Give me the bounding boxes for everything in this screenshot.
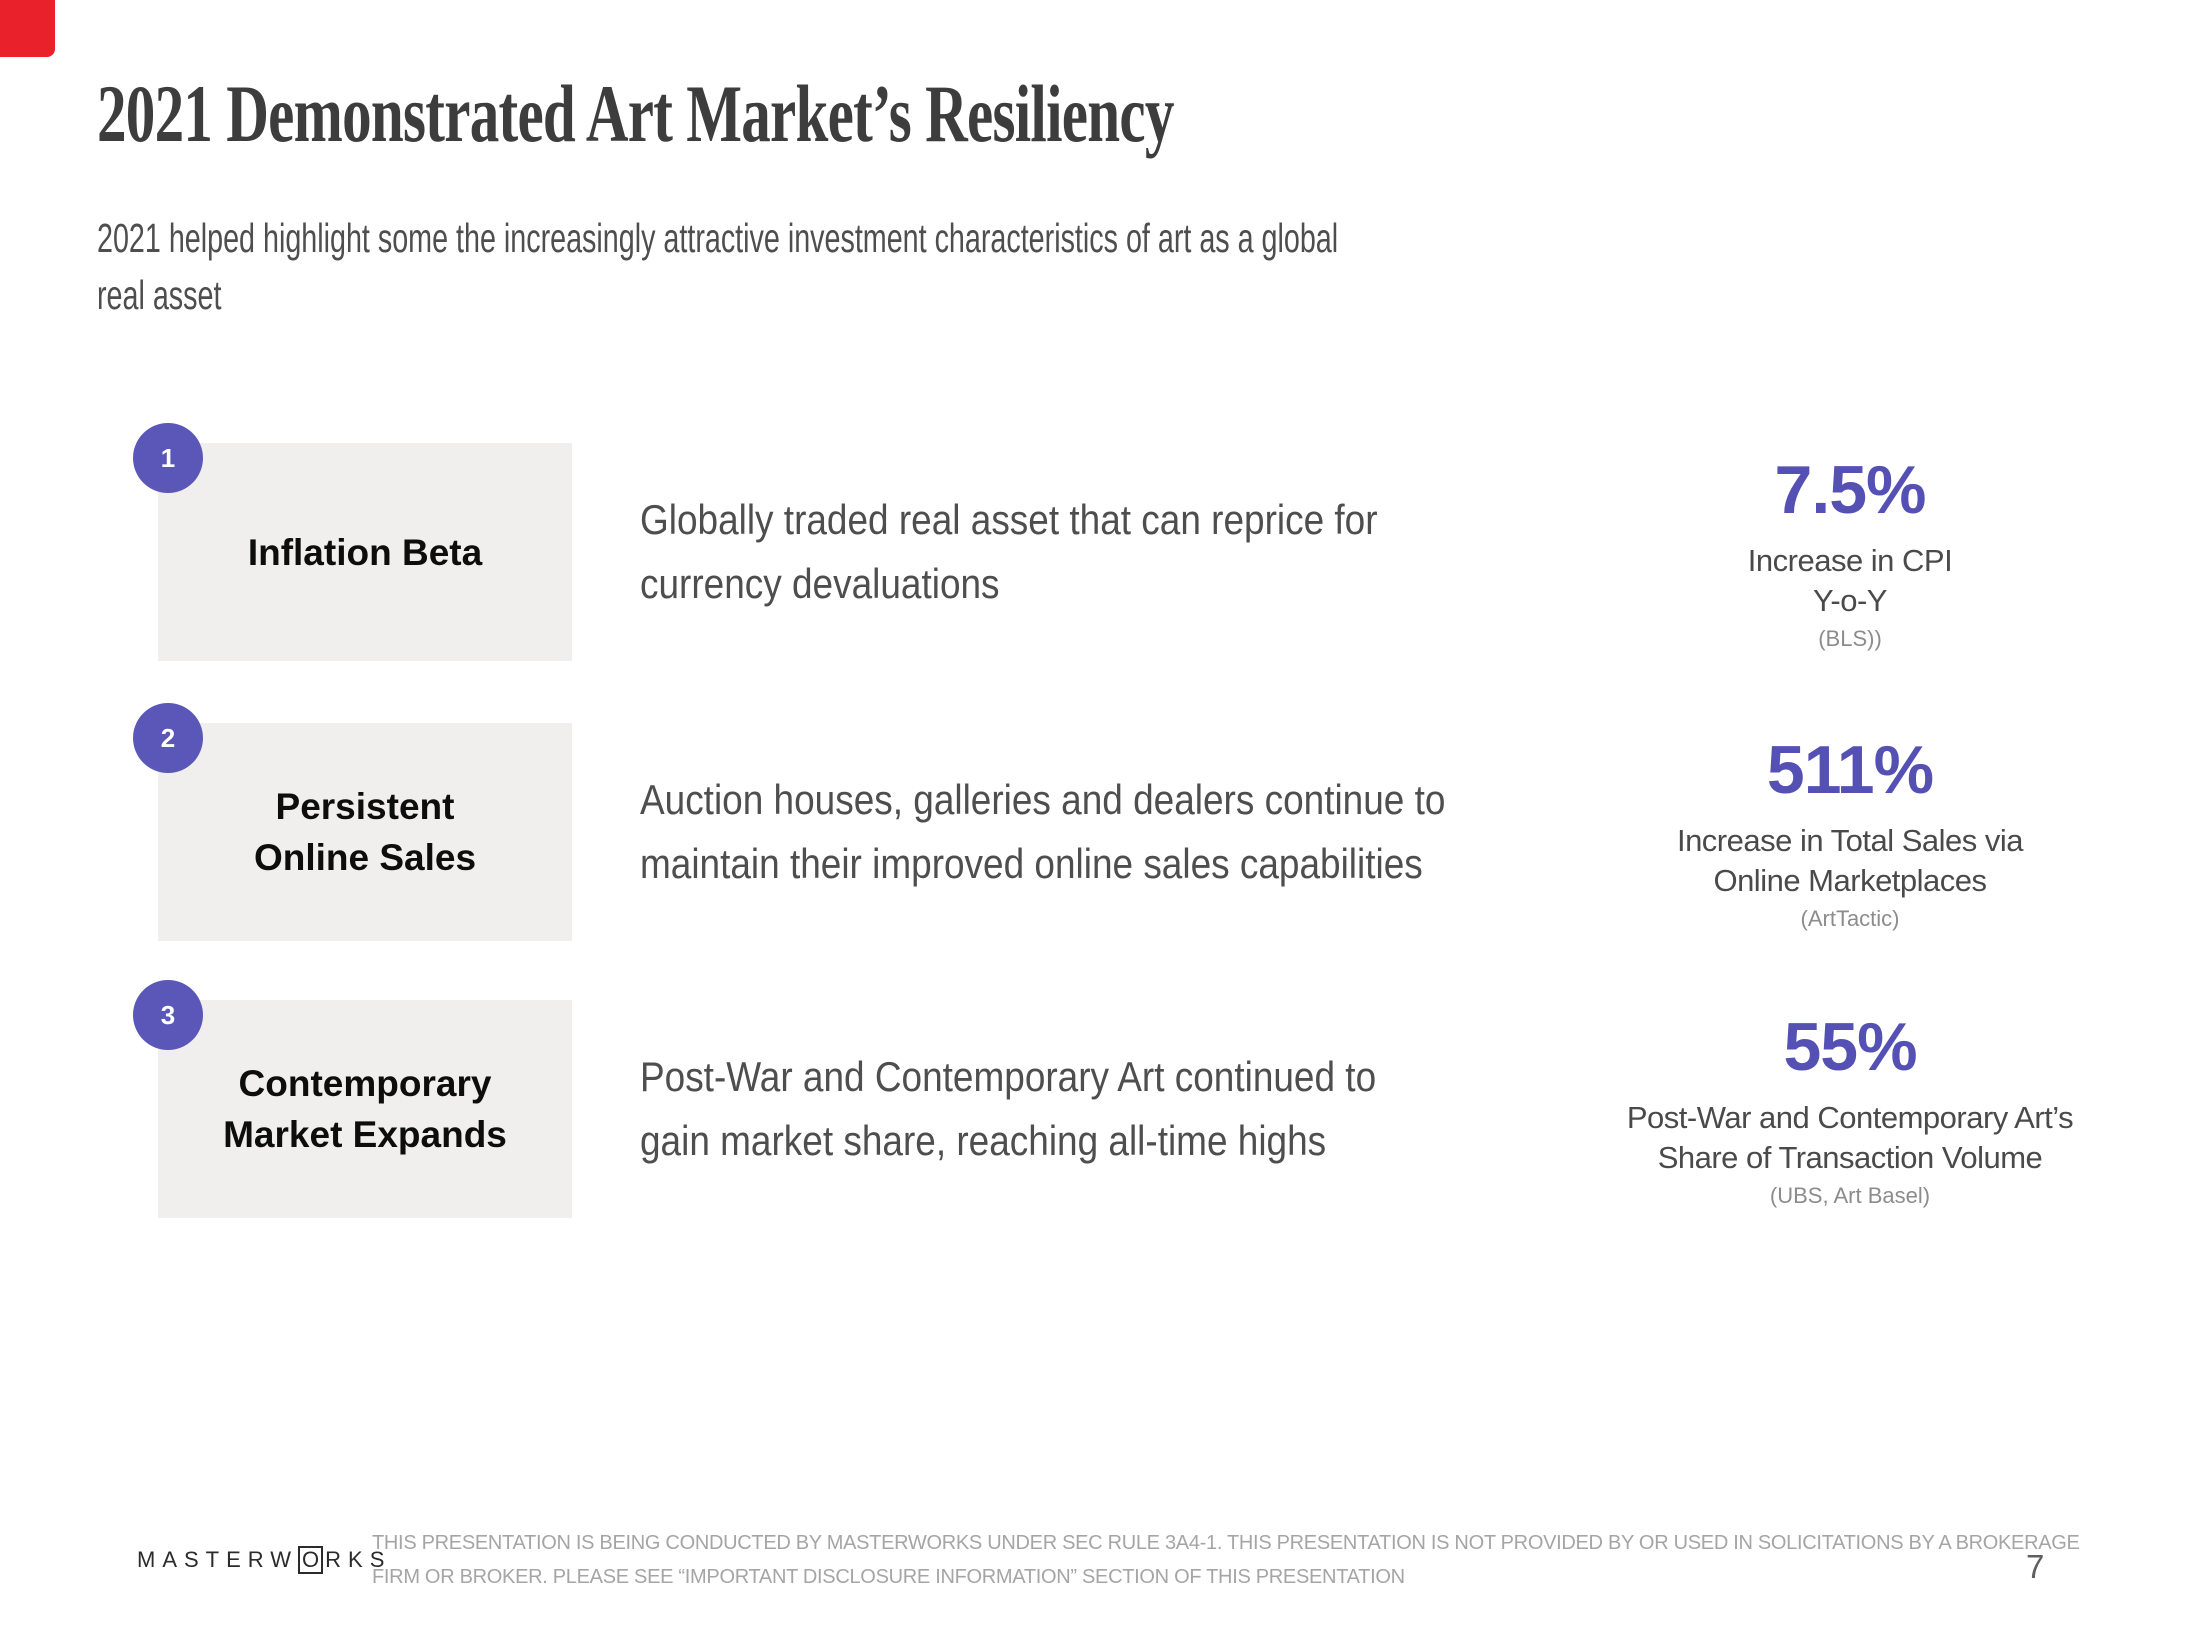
- number-badge: 2: [133, 703, 203, 773]
- page-number: 7: [2026, 1548, 2045, 1585]
- topic-card-title-line: Online Sales: [253, 837, 477, 878]
- topic-card-title-line: Persistent: [275, 786, 455, 827]
- topic-card: Contemporary Market Expands: [158, 1000, 572, 1218]
- slide-subtitle: 2021 helped highlight some the increasin…: [97, 210, 1870, 324]
- disclaimer-line: FIRM OR BROKER. PLEASE SEE “IMPORTANT DI…: [372, 1566, 1405, 1588]
- topic-description-line: Globally traded real asset that can repr…: [640, 496, 1378, 543]
- stat-source: (BLS)): [1818, 625, 1882, 651]
- topic-card-title-line: Inflation Beta: [247, 531, 483, 573]
- topic-description: Globally traded real asset that can repr…: [640, 443, 1640, 661]
- masterworks-logo-o-box: O: [298, 1546, 324, 1575]
- row-contemporary-market-expands: 3 Contemporary Market Expands Post-War a…: [0, 980, 2200, 1218]
- masterworks-logo: MASTERW O RKS: [137, 1546, 392, 1575]
- stat-block: 511% Increase in Total Sales via Online …: [1590, 723, 2110, 941]
- number-badge: 1: [133, 423, 203, 493]
- masterworks-logo-text: MASTERW: [137, 1547, 299, 1572]
- stat-caption-line: Increase in CPI: [1747, 542, 1953, 578]
- masterworks-logo-text: RKS: [325, 1547, 392, 1572]
- slide-title: 2021 Demonstrated Art Market’s Resilienc…: [97, 68, 1174, 159]
- topic-description: Auction houses, galleries and dealers co…: [640, 723, 1640, 941]
- stat-value: 511%: [1766, 731, 1934, 808]
- stat-caption-line: Online Marketplaces: [1713, 862, 1987, 898]
- slide-subtitle-line: 2021 helped highlight some the increasin…: [97, 215, 1339, 261]
- topic-description-line: Auction houses, galleries and dealers co…: [640, 776, 1446, 823]
- row-inflation-beta: 1 Inflation Beta Globally traded real as…: [0, 423, 2200, 661]
- stat-caption: Post-War and Contemporary Art’s Share of…: [1626, 1098, 2074, 1178]
- stat-value: 55%: [1783, 1008, 1917, 1085]
- topic-card-title-line: Market Expands: [223, 1114, 507, 1155]
- disclaimer: THIS PRESENTATION IS BEING CONDUCTED BY …: [372, 1526, 2080, 1594]
- topic-card-title-line: Contemporary: [238, 1063, 492, 1104]
- topic-description-line: maintain their improved online sales cap…: [640, 840, 1423, 887]
- stat-caption-line: Share of Transaction Volume: [1657, 1139, 2043, 1175]
- topic-card: Inflation Beta: [158, 443, 572, 661]
- number-badge: 3: [133, 980, 203, 1050]
- stat-source: (ArtTactic): [1800, 905, 1900, 931]
- topic-description: Post-War and Contemporary Art continued …: [640, 1000, 1640, 1218]
- topic-card: Persistent Online Sales: [158, 723, 572, 941]
- disclaimer-line: THIS PRESENTATION IS BEING CONDUCTED BY …: [372, 1532, 2080, 1554]
- topic-description-line: gain market share, reaching all-time hig…: [640, 1117, 1327, 1164]
- topic-description-line: Post-War and Contemporary Art continued …: [640, 1053, 1377, 1100]
- stat-caption-line: Y-o-Y: [1813, 582, 1887, 618]
- stat-caption-line: Post-War and Contemporary Art’s: [1626, 1099, 2074, 1135]
- row-persistent-online-sales: 2 Persistent Online Sales Auction houses…: [0, 703, 2200, 941]
- topic-description-line: currency devaluations: [640, 560, 1000, 607]
- stat-caption-line: Increase in Total Sales via: [1676, 822, 2024, 858]
- stat-source: (UBS, Art Basel): [1769, 1182, 1931, 1208]
- stat-value: 7.5%: [1774, 451, 1927, 528]
- stat-caption: Increase in Total Sales via Online Marke…: [1676, 821, 2024, 901]
- recording-corner-marker: [0, 0, 55, 57]
- stat-caption: Increase in CPI Y-o-Y: [1747, 541, 1953, 621]
- slide-subtitle-line: real asset: [97, 272, 222, 318]
- stat-block: 55% Post-War and Contemporary Art’s Shar…: [1590, 1000, 2110, 1218]
- stat-block: 7.5% Increase in CPI Y-o-Y (BLS)): [1590, 443, 2110, 661]
